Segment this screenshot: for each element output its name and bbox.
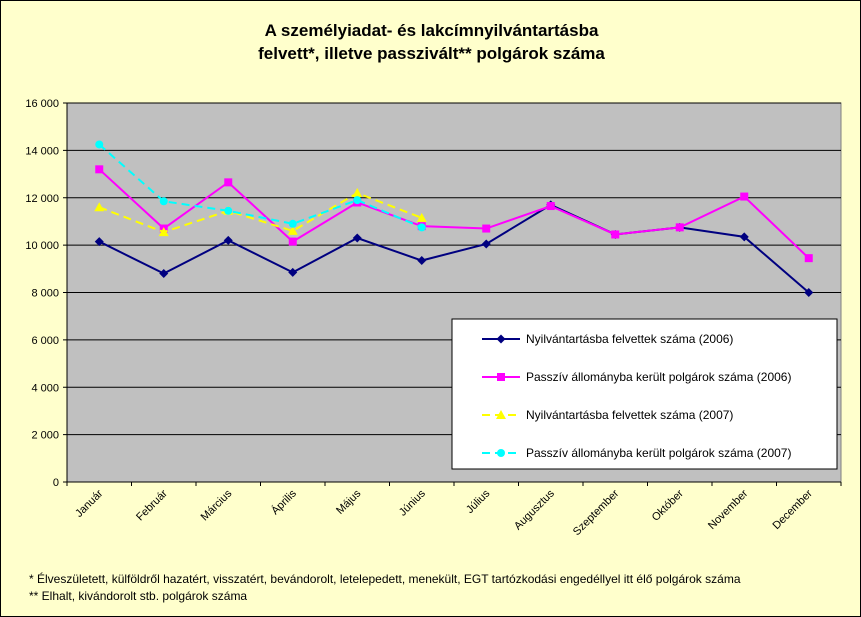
chart-title: A személyiadat- és lakcímnyilvántartásba… [1, 19, 861, 65]
x-tick-label: Március [199, 487, 235, 523]
x-tick-label: Július [464, 487, 493, 516]
data-point [288, 219, 297, 228]
data-point [481, 239, 491, 249]
legend-label: Passzív állományba került polgárok száma… [526, 370, 791, 384]
data-point [352, 233, 362, 243]
footnotes: * Élveszületett, külföldről hazatért, vi… [29, 571, 741, 605]
data-point [159, 269, 169, 279]
footnote-2: ** Elhalt, kivándorolt stb. polgárok szá… [29, 589, 248, 603]
data-point [288, 237, 297, 246]
legend-label: Nyilvántartásba felvettek száma (2007) [526, 408, 733, 422]
data-point [416, 212, 427, 222]
y-tick-label: 4 000 [31, 382, 59, 394]
x-tick-label: November [706, 487, 751, 532]
series-line [98, 191, 423, 234]
legend-label: Passzív állományba került polgárok száma… [526, 446, 791, 460]
legend-label: Nyilvántartásba felvettek száma (2006) [526, 332, 733, 346]
legend-marker [496, 410, 506, 419]
data-point [158, 227, 169, 237]
chart-title-line-2: felvett*, illetve passzivált** polgárok … [258, 44, 605, 63]
y-tick-label: 2 000 [31, 430, 59, 442]
data-point [94, 202, 105, 212]
data-point [94, 237, 104, 247]
data-point [288, 267, 298, 277]
data-point [675, 223, 684, 232]
y-tick-label: 16 000 [25, 98, 59, 110]
legend-marker [496, 334, 506, 344]
data-point [482, 224, 491, 233]
data-point [224, 206, 233, 215]
x-tick-label: Május [334, 487, 364, 517]
data-point [352, 188, 363, 198]
series-line [98, 203, 810, 294]
x-tick-label: Október [650, 487, 686, 523]
footnote-1: * Élveszületett, külföldről hazatért, vi… [29, 572, 741, 586]
x-tick-label: Szeptember [571, 487, 622, 538]
data-point [546, 202, 555, 211]
x-tick-label: December [771, 487, 816, 532]
x-tick-label: Február [134, 487, 170, 523]
y-tick-label: 10 000 [25, 240, 59, 252]
y-tick-label: 8 000 [31, 288, 59, 300]
data-point [95, 165, 104, 174]
data-point [611, 230, 620, 239]
y-tick-label: 0 [53, 477, 59, 489]
series-line [98, 143, 423, 229]
data-point [95, 140, 104, 149]
series-4 [95, 140, 426, 232]
data-point [224, 178, 233, 187]
y-tick-label: 6 000 [31, 335, 59, 347]
data-point [739, 232, 749, 242]
data-point [159, 197, 168, 206]
data-point [740, 192, 749, 201]
legend-marker [497, 449, 505, 457]
data-point [353, 196, 362, 205]
data-point [804, 254, 813, 263]
data-point [287, 225, 298, 235]
legend: Nyilvántartásba felvettek száma (2006) Pa… [451, 318, 838, 470]
y-tick-label: 12 000 [25, 193, 59, 205]
x-tick-label: Augusztus [512, 487, 557, 532]
chart-title-line-1: A személyiadat- és lakcímnyilvántartásba [264, 21, 599, 40]
series-line [98, 168, 810, 259]
legend-marker [497, 373, 505, 381]
data-point [417, 223, 426, 232]
x-tick-label: Április [268, 487, 299, 518]
x-tick-label: Január [73, 487, 106, 520]
y-tick-label: 14 000 [25, 145, 59, 157]
data-point [804, 288, 814, 297]
data-point [223, 235, 233, 245]
legend-box [451, 318, 838, 470]
data-point [417, 256, 427, 266]
x-tick-label: Június [397, 487, 428, 518]
